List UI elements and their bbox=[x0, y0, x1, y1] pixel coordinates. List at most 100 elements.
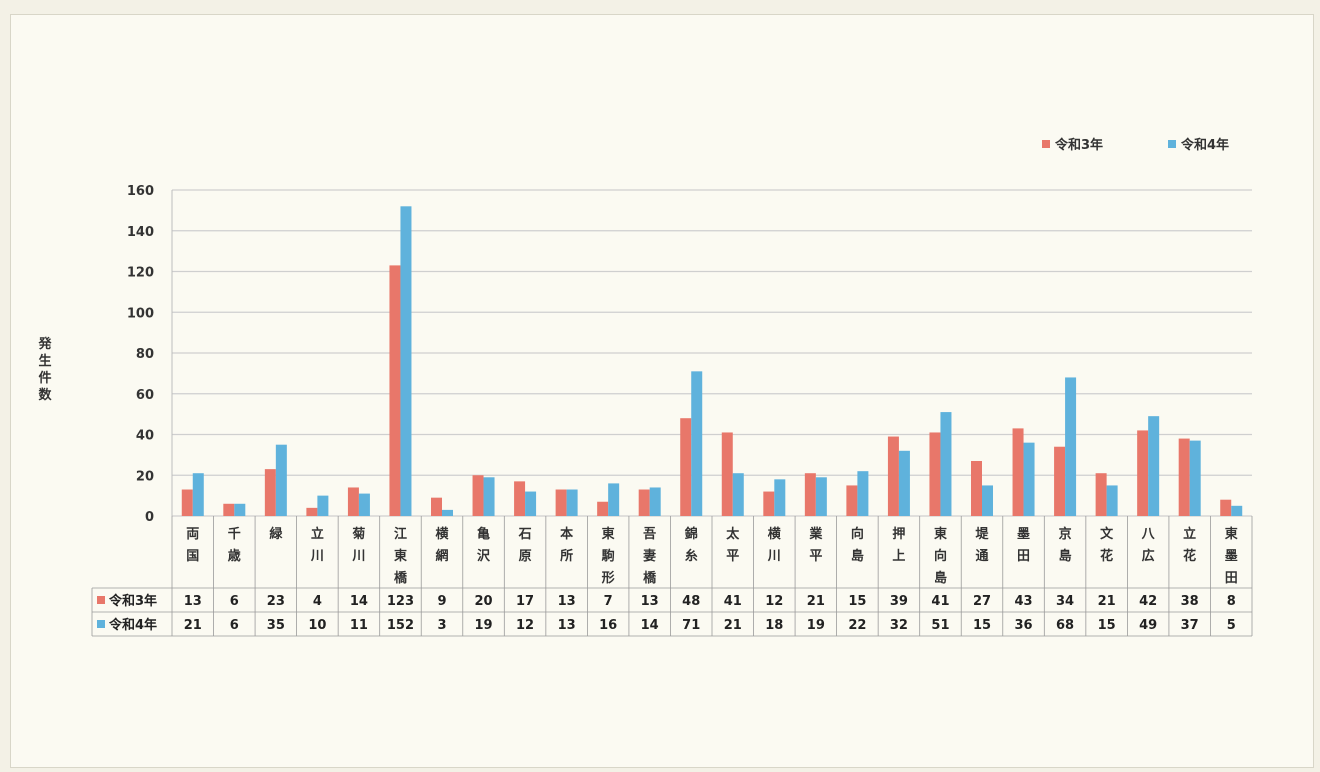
table-value: 71 bbox=[682, 618, 700, 633]
table-value: 123 bbox=[387, 594, 414, 609]
table-value: 32 bbox=[890, 618, 908, 633]
bar-r3 bbox=[347, 487, 359, 516]
x-category-label: 両国 bbox=[186, 527, 199, 564]
bar-r3 bbox=[306, 507, 318, 516]
bar-r3 bbox=[680, 418, 692, 516]
x-category-label: 堤通 bbox=[975, 526, 989, 564]
table-value: 37 bbox=[1181, 618, 1199, 633]
table-value: 23 bbox=[267, 594, 285, 609]
bar-r4 bbox=[566, 489, 578, 516]
bar-r3 bbox=[514, 481, 526, 516]
bar-r4 bbox=[608, 483, 620, 516]
legend-key bbox=[1168, 140, 1176, 148]
y-tick-label: 120 bbox=[127, 266, 154, 281]
table-value: 12 bbox=[765, 594, 783, 609]
x-category-label: 立花 bbox=[1183, 526, 1196, 564]
table-value: 51 bbox=[931, 618, 949, 633]
bar-r4 bbox=[649, 487, 661, 516]
bar-r4 bbox=[898, 450, 910, 516]
bar-r3 bbox=[1012, 428, 1024, 516]
table-value: 41 bbox=[724, 594, 742, 609]
table-value: 13 bbox=[558, 618, 576, 633]
table-value: 36 bbox=[1014, 618, 1032, 633]
x-category-label: 押上 bbox=[892, 526, 905, 564]
bar-r4 bbox=[691, 371, 703, 516]
table-value: 35 bbox=[267, 618, 285, 633]
table-value: 6 bbox=[230, 618, 239, 633]
bar-r3 bbox=[887, 436, 899, 516]
table-value: 11 bbox=[350, 618, 368, 633]
bar-r3 bbox=[721, 432, 733, 516]
y-tick-label: 60 bbox=[136, 388, 154, 403]
table-value: 9 bbox=[437, 594, 446, 609]
table-value: 27 bbox=[973, 594, 991, 609]
bar-r3 bbox=[1137, 430, 1149, 516]
bar-r3 bbox=[846, 485, 858, 516]
bar-r4 bbox=[275, 444, 287, 516]
table-value: 6 bbox=[230, 594, 239, 609]
x-category-label: 錦糸 bbox=[685, 526, 698, 564]
table-series-name: 令和4年 bbox=[109, 617, 157, 633]
bar-r4 bbox=[1231, 505, 1243, 516]
bar-r3 bbox=[181, 489, 193, 516]
bar-r4 bbox=[1148, 416, 1160, 516]
table-value: 4 bbox=[313, 594, 322, 609]
table-value: 68 bbox=[1056, 618, 1074, 633]
bar-r4 bbox=[442, 509, 453, 516]
table-value: 38 bbox=[1181, 594, 1199, 609]
table-value: 14 bbox=[641, 618, 659, 633]
table-value: 13 bbox=[558, 594, 576, 609]
table-value: 48 bbox=[682, 594, 700, 609]
table-value: 34 bbox=[1056, 594, 1074, 609]
x-category-label: 立川 bbox=[310, 526, 324, 564]
x-category-label: 江東橋 bbox=[394, 526, 408, 586]
table-value: 21 bbox=[1098, 594, 1116, 609]
bar-r4 bbox=[732, 473, 744, 516]
bar-r3 bbox=[638, 489, 650, 516]
table-value: 19 bbox=[807, 618, 825, 633]
x-category-label: 菊川 bbox=[351, 526, 365, 564]
bar-r4 bbox=[192, 473, 204, 516]
x-category-label: 亀沢 bbox=[477, 526, 491, 564]
bar-r4 bbox=[1106, 485, 1118, 516]
table-value: 14 bbox=[350, 594, 368, 609]
table-value: 10 bbox=[308, 618, 326, 633]
bar-r3 bbox=[804, 473, 816, 516]
bar-r4 bbox=[358, 493, 370, 516]
bar-r3 bbox=[1054, 446, 1066, 516]
table-value: 13 bbox=[184, 594, 202, 609]
x-category-label: 横川 bbox=[767, 526, 782, 564]
y-tick-label: 0 bbox=[145, 510, 154, 525]
x-category-label: 東向島 bbox=[934, 526, 947, 586]
bar-r4 bbox=[1023, 442, 1035, 516]
table-value: 22 bbox=[848, 618, 866, 633]
table-series-name: 令和3年 bbox=[109, 593, 157, 609]
x-category-label: 太平 bbox=[725, 526, 740, 564]
y-tick-label: 100 bbox=[127, 306, 154, 321]
bar-r3 bbox=[763, 491, 775, 516]
y-tick-label: 140 bbox=[127, 225, 154, 240]
bar-r4 bbox=[483, 477, 495, 516]
bar-r4 bbox=[1065, 377, 1077, 516]
bar-r3 bbox=[223, 503, 235, 516]
x-category-label: 東駒形 bbox=[601, 526, 615, 586]
table-value: 20 bbox=[474, 594, 492, 609]
table-value: 152 bbox=[387, 618, 414, 633]
bar-r3 bbox=[1220, 499, 1232, 516]
table-value: 15 bbox=[973, 618, 991, 633]
table-value: 8 bbox=[1227, 594, 1236, 609]
y-axis-label: 発生件数 bbox=[37, 336, 52, 403]
table-legend-key bbox=[97, 596, 105, 604]
table-value: 21 bbox=[184, 618, 202, 633]
x-category-label: 横網 bbox=[435, 526, 449, 564]
x-category-label: 墨田 bbox=[1017, 527, 1030, 564]
bar-r3 bbox=[929, 432, 941, 516]
bar-r3 bbox=[555, 489, 567, 516]
bar-r3 bbox=[1095, 473, 1107, 516]
bar-r3 bbox=[472, 475, 484, 516]
x-category-label: 八広 bbox=[1141, 527, 1156, 564]
bar-r3 bbox=[1178, 438, 1190, 516]
table-value: 17 bbox=[516, 594, 534, 609]
x-category-label: 本所 bbox=[560, 526, 573, 564]
